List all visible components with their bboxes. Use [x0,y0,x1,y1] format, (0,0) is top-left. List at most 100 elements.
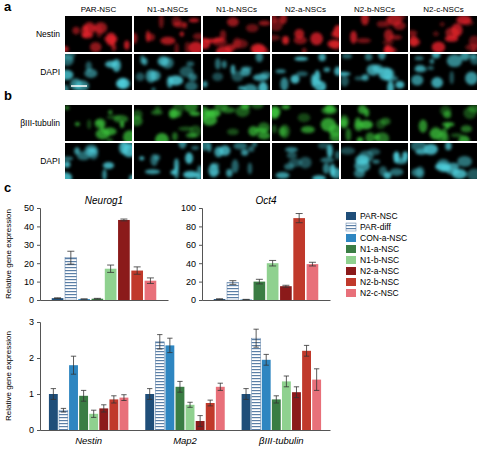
micrograph-signal [134,110,142,119]
y-tick-mark [37,394,40,395]
chart: 01020304050Neurog1Relative gene expressi… [4,195,169,305]
micrograph-signal [333,25,339,39]
y-axis-title: Relative gene expression [4,331,13,421]
micrograph-signal [450,71,454,84]
error-bar [121,395,126,401]
micrograph-signal [150,70,161,80]
micrograph [203,143,270,179]
micrograph-signal [212,72,223,80]
bar [227,283,239,300]
error-bar-cap [208,400,213,401]
micrograph-signal [65,156,73,160]
micrograph-ground [65,16,132,52]
error-bar [81,298,88,299]
error-bar-stem [93,410,94,417]
micrograph-signal [419,120,428,133]
micrograph-signal [331,40,339,50]
micrograph-signal [65,106,70,110]
y-tick: 40 [186,259,202,269]
y-axis: 020406080100 [181,203,203,305]
micrograph-signal [389,35,402,40]
micrograph-signal [469,36,477,48]
bar [145,394,154,430]
micrograph-signal [377,21,388,28]
micrograph-signal [258,122,270,133]
micrograph-signal [172,132,178,141]
error-bar [187,402,192,407]
legend-label: N1-a-NSC [360,244,399,254]
row-label: DAPI [40,67,60,77]
micrograph-signal [357,137,363,141]
bar [155,342,164,430]
micrograph-signal [395,81,404,89]
error-bar-cap [167,338,172,339]
y-tick-label: 20 [24,259,34,269]
x-axis [41,300,169,302]
micrograph-signal [219,145,230,156]
micrograph-ground [203,143,270,179]
error-bar [256,279,263,284]
micrograph-signal [376,119,386,129]
y-tick-mark [199,245,202,246]
micrograph-signal [87,120,91,130]
error-bar-stem [296,387,297,398]
error-bar-cap [296,222,303,223]
micrograph-signal [84,69,97,78]
micrograph-signal [382,40,393,45]
error-bar-cap [216,298,223,299]
micrograph-signal [341,147,355,155]
error-bar [304,345,309,356]
micrograph-signal [334,67,339,76]
y-tick: 50 [24,203,40,213]
error-bar-stem [53,389,54,400]
y-tick: 20 [186,277,202,287]
micrograph-signal [411,143,427,151]
micrograph [134,105,201,141]
bar [59,410,68,430]
micrograph-signal [280,77,288,90]
micrograph-signal [416,166,425,179]
y-axis-line [199,209,203,301]
error-bar [81,390,86,401]
error-bar-cap [309,265,316,266]
bar [78,299,90,300]
micrograph-signal [65,85,69,90]
micrograph-signal [467,169,477,179]
error-bar-cap [256,283,263,284]
micrograph-signal [354,169,365,177]
error-bar-cap [94,299,101,300]
error-bar-cap [157,349,162,350]
error-bar [94,298,101,300]
micrograph-signal [85,145,99,157]
error-bar [54,297,61,299]
error-bar-cap [101,404,106,405]
micrograph-signal [95,118,106,128]
bar [131,271,143,300]
micrograph-signal [136,73,145,82]
error-bar-cap [294,386,299,387]
micrograph-signal [252,143,257,147]
micrograph-ground [272,105,339,141]
micrograph-signal [390,168,404,176]
micrograph-signal [299,157,312,169]
panel-letter: b [4,88,12,103]
error-bar-cap [284,376,289,377]
micrograph-signal [291,75,300,84]
micrograph [341,143,408,179]
error-bar-cap [111,403,116,404]
error-bar-stem [83,390,84,401]
micrograph-signal [139,156,144,160]
micrograph-signal [350,31,357,44]
error-bar-cap [120,219,127,220]
micrograph-signal [361,16,369,25]
error-bar [314,369,319,391]
micrograph-signal [241,105,250,109]
figure: aPAR-NSCN1-a-NSCsN1-b-NSCsN2-a-NSCsN2-b-… [0,0,482,463]
legend-label: N2-a-NSC [360,266,399,276]
error-bar-cap [54,298,61,299]
error-bar [101,405,106,412]
error-bar-cap [218,383,223,384]
micrograph-signal [415,56,424,60]
y-tick: 30 [24,240,40,250]
error-bar-cap [61,412,66,413]
